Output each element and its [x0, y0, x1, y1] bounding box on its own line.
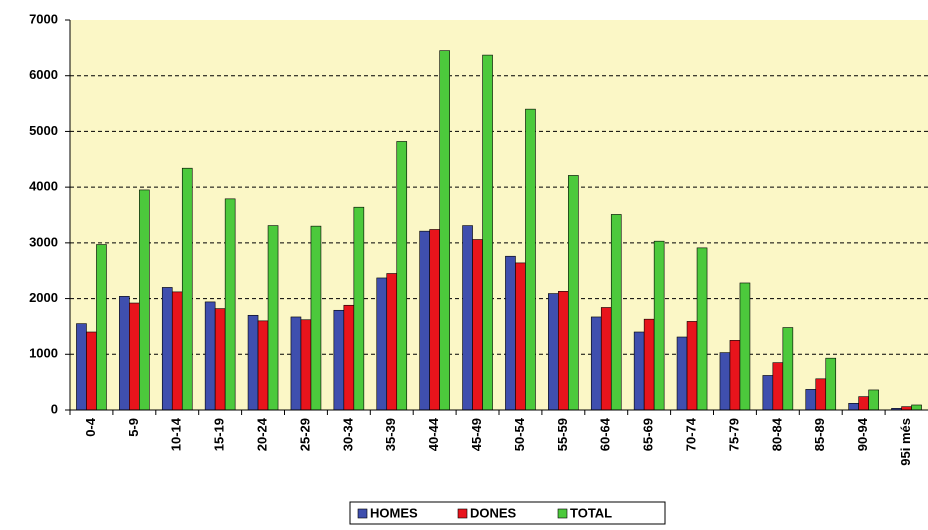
bar — [505, 255, 516, 411]
y-tick-label: 6000 — [29, 67, 58, 82]
bar — [439, 50, 450, 411]
bar — [676, 336, 688, 411]
x-tick-label: 10-14 — [169, 417, 184, 451]
bar — [558, 291, 569, 411]
bar — [782, 327, 794, 411]
bar — [643, 318, 655, 411]
bar — [472, 239, 483, 411]
bar — [772, 362, 784, 411]
bar — [204, 301, 216, 411]
bar — [419, 230, 430, 411]
bar — [568, 175, 579, 411]
bar — [224, 198, 236, 411]
x-tick-label: 25-29 — [297, 418, 312, 451]
bar — [257, 320, 269, 411]
bar — [333, 309, 345, 411]
legend-box — [349, 501, 666, 525]
bar — [343, 304, 355, 411]
x-tick-label: 45-49 — [469, 418, 484, 451]
y-tick-label: 7000 — [29, 11, 58, 26]
bar — [696, 247, 708, 411]
y-tick-label: 4000 — [29, 179, 58, 194]
bar — [548, 293, 559, 411]
bar — [653, 240, 665, 411]
bar — [462, 225, 473, 411]
bar — [247, 314, 259, 411]
x-tick-label: 30-34 — [340, 417, 355, 451]
x-tick-label: 65-69 — [641, 418, 656, 451]
bar — [525, 108, 536, 411]
bar — [396, 141, 408, 411]
bar — [119, 296, 130, 411]
x-tick-label: 0-4 — [83, 417, 98, 437]
x-tick-label: 50-54 — [512, 417, 527, 451]
legend-label: HOMES — [370, 505, 418, 520]
x-tick-label: 5-9 — [126, 418, 141, 437]
bar — [815, 378, 827, 411]
bar — [858, 396, 869, 411]
bar — [386, 273, 398, 411]
bar — [129, 302, 140, 411]
bar — [86, 331, 97, 411]
bar — [353, 206, 365, 411]
bar — [825, 357, 837, 411]
bar — [300, 319, 312, 411]
legend-label: DONES — [470, 505, 517, 520]
bar — [762, 375, 774, 411]
bar — [482, 54, 493, 411]
bar — [76, 323, 87, 411]
x-tick-label: 35-39 — [383, 418, 398, 451]
bar — [161, 287, 173, 411]
bar — [686, 321, 698, 411]
bar — [719, 352, 731, 411]
x-tick-label: 95i més — [898, 418, 913, 466]
bar — [590, 316, 602, 411]
bar — [848, 403, 859, 411]
bar — [310, 225, 322, 411]
bar — [515, 262, 526, 411]
x-tick-label: 70-74 — [683, 417, 698, 451]
y-tick-label: 2000 — [29, 290, 58, 305]
bar — [290, 316, 302, 411]
bar — [610, 214, 622, 411]
y-tick-label: 5000 — [29, 123, 58, 138]
legend-swatch — [457, 508, 468, 519]
bar — [868, 389, 879, 411]
x-tick-label: 15-19 — [212, 418, 227, 451]
legend-swatch — [357, 508, 368, 519]
bar — [729, 340, 741, 411]
bar — [376, 277, 388, 411]
bar — [911, 404, 922, 411]
x-tick-label: 75-79 — [726, 418, 741, 451]
x-tick-label: 20-24 — [254, 417, 269, 451]
legend-label: TOTAL — [570, 505, 612, 520]
x-tick-label: 40-44 — [426, 417, 441, 451]
y-tick-label: 0 — [51, 401, 58, 416]
bar — [600, 307, 612, 411]
x-tick-label: 60-64 — [598, 417, 613, 451]
bar — [805, 389, 817, 411]
bar — [429, 229, 440, 411]
x-tick-label: 90-94 — [855, 417, 870, 451]
legend-swatch — [557, 508, 568, 519]
bar — [139, 189, 150, 411]
bar — [214, 308, 226, 411]
plot-area — [70, 20, 928, 410]
bar — [96, 244, 107, 411]
y-tick-label: 1000 — [29, 346, 58, 361]
bar — [171, 291, 183, 411]
bar — [901, 406, 912, 411]
x-tick-label: 85-89 — [812, 418, 827, 451]
y-tick-label: 3000 — [29, 234, 58, 249]
bar — [181, 167, 193, 411]
bar — [267, 225, 279, 411]
bar — [739, 282, 751, 411]
x-tick-label: 55-59 — [555, 418, 570, 451]
bar — [633, 331, 645, 411]
x-tick-label: 80-84 — [769, 417, 784, 451]
